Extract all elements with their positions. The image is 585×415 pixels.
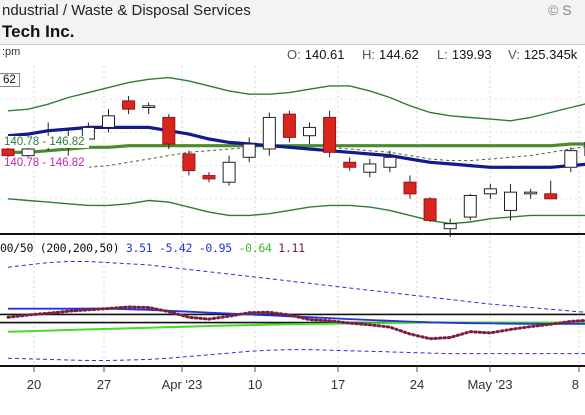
candle-body-26 [524, 191, 538, 195]
candle-body-0 [1, 148, 15, 157]
moving-average-green [8, 142, 585, 154]
copyright-text: © S [548, 2, 572, 18]
indicator-value-1: 3.51 [125, 241, 153, 255]
x-tick-label-3: 10 [248, 377, 262, 392]
company-title: Tech Inc. [2, 22, 75, 41]
indicator-value-5: 1.11 [278, 241, 305, 255]
candle-body-17 [343, 161, 357, 168]
ohlc-open: O: 140.61 [287, 47, 345, 62]
x-tick-label-7: 8 [572, 377, 579, 392]
candle-body-1 [21, 148, 35, 157]
indicator-value-3: -0.95 [198, 241, 232, 255]
panel-divider-bottom [0, 365, 585, 367]
candle-body-20 [403, 181, 417, 195]
candle-body-24 [483, 188, 497, 195]
x-tick-label-4: 17 [331, 377, 345, 392]
indicator-legend: 00/50 (200,200,50) 3.51 -5.42 -0.95 -0.6… [0, 241, 305, 255]
candle-body-12 [242, 143, 256, 158]
candle-body-27 [544, 193, 558, 200]
panel-divider-top [0, 233, 585, 235]
series-label-magenta: 140.78 - 146.82 [0, 157, 89, 169]
indicator-upper-dashed [7, 261, 585, 313]
candle-body-22 [443, 223, 457, 230]
x-tick-label-5: 24 [410, 377, 424, 392]
candle-body-16 [323, 116, 337, 153]
ohlc-volume: V: 125.345k [508, 47, 578, 62]
indicator-green-line [7, 321, 585, 333]
candle-body-5 [102, 115, 115, 128]
value-box: 62 [0, 73, 20, 87]
x-tick-label-1: 27 [97, 377, 111, 392]
moving-average-dashed [88, 145, 585, 168]
candle-body-25 [504, 191, 517, 211]
candle-body-7 [142, 105, 156, 108]
series-label-green: 140.78 - 146.82 [0, 136, 89, 148]
candle-body-23 [463, 194, 477, 218]
indicator-value-2: -5.42 [158, 241, 193, 255]
candle-body-6 [122, 100, 136, 110]
candle-body-13 [262, 116, 276, 150]
bollinger-upper-line [7, 76, 585, 122]
time-label: :pm [0, 46, 23, 58]
candle-body-19 [383, 156, 397, 168]
candle-body-14 [282, 113, 296, 138]
header-divider [0, 44, 585, 45]
indicator-label: 00/50 (200,200,50) [0, 241, 120, 255]
candle-body-18 [363, 163, 377, 173]
chart-header: ndustrial / Waste & Disposal Services Te… [0, 0, 585, 44]
candle-body-15 [303, 126, 316, 137]
indicator-value-4: -0.64 [238, 241, 272, 255]
indicator-lower-dashed [7, 349, 585, 361]
indicator-maroon-dotted [6, 305, 585, 341]
candle-body-8 [162, 116, 176, 145]
candle-body-9 [182, 153, 196, 172]
candle-body-21 [423, 198, 437, 221]
ohlc-high: H: 144.62 [362, 47, 419, 62]
x-tick-label-2: Apr '23 [162, 377, 203, 392]
bollinger-lower-line [7, 198, 585, 225]
sector-title: ndustrial / Waste & Disposal Services [2, 2, 251, 19]
candle-body-11 [222, 161, 236, 183]
x-tick-label-6: May '23 [467, 377, 512, 392]
x-tick-label-0: 20 [27, 377, 41, 392]
candle-body-28 [564, 150, 578, 168]
ohlc-low: L: 139.93 [437, 47, 492, 62]
candle-body-10 [202, 175, 216, 180]
